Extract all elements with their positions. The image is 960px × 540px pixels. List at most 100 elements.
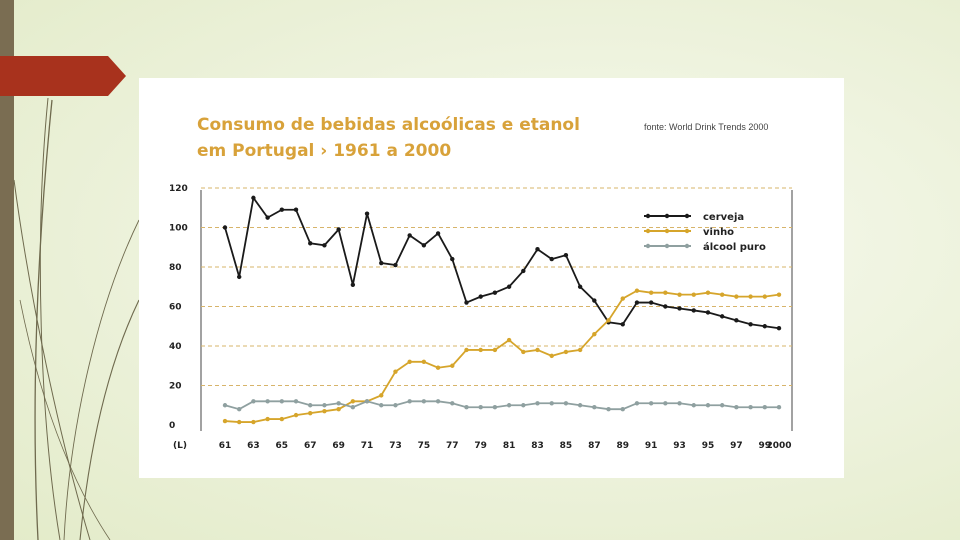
data-point-vinho [734, 294, 739, 299]
legend-marker-alcool [645, 243, 651, 249]
data-point-alcool [577, 403, 583, 408]
y-tick-label: 60 [169, 303, 182, 313]
data-point-cerveja [322, 243, 327, 248]
data-point-cerveja [407, 233, 412, 238]
legend-marker-alcool [664, 243, 670, 249]
data-point-cerveja [251, 195, 256, 201]
legend-marker-alcool [684, 243, 690, 249]
data-point-vinho [634, 288, 640, 293]
data-point-cerveja [677, 306, 682, 311]
data-point-cerveja [776, 326, 782, 331]
data-point-alcool [521, 403, 526, 408]
x-tick-label: 93 [673, 441, 686, 451]
data-point-cerveja [762, 324, 767, 329]
data-point-alcool [379, 403, 384, 408]
data-point-vinho [563, 349, 569, 355]
data-point-vinho [592, 331, 597, 337]
data-point-alcool [691, 403, 696, 408]
data-point-alcool [364, 399, 370, 404]
y-tick-label: 120 [169, 184, 188, 194]
data-point-vinho [421, 359, 427, 364]
data-point-vinho [691, 292, 696, 297]
data-point-vinho [506, 337, 512, 343]
data-point-alcool [506, 403, 512, 408]
data-point-cerveja [748, 322, 753, 327]
data-point-vinho [435, 365, 441, 370]
data-point-vinho [677, 292, 682, 297]
data-point-cerveja [237, 274, 242, 280]
x-tick-label: 83 [531, 441, 544, 451]
data-point-alcool [606, 407, 611, 412]
data-point-vinho [308, 410, 313, 416]
data-point-vinho [620, 296, 625, 301]
data-point-alcool [663, 401, 668, 406]
legend-marker-cerveja [684, 213, 690, 219]
data-point-vinho [535, 347, 540, 353]
data-point-vinho [663, 290, 668, 295]
data-point-cerveja [506, 284, 512, 289]
data-point-vinho [748, 294, 753, 299]
data-point-alcool [549, 401, 554, 406]
x-tick-label: 75 [418, 441, 431, 451]
grid-lines [201, 187, 792, 386]
legend-marker-vinho [645, 228, 651, 234]
data-point-vinho [450, 363, 455, 368]
data-point-alcool [421, 399, 427, 404]
y-tick-label: 40 [169, 342, 182, 352]
data-point-cerveja [364, 211, 370, 216]
data-point-vinho [336, 407, 341, 412]
data-point-cerveja [464, 300, 469, 305]
y-tick-label: 80 [169, 263, 182, 273]
data-point-cerveja [705, 310, 711, 315]
data-point-alcool [705, 403, 711, 408]
x-tick-label: 67 [304, 441, 317, 451]
data-point-cerveja [393, 262, 398, 268]
x-tick-label: 91 [645, 441, 658, 451]
data-point-cerveja [663, 304, 668, 309]
data-point-cerveja [265, 215, 270, 220]
data-point-vinho [549, 353, 554, 359]
data-point-alcool [308, 403, 313, 408]
data-point-cerveja [620, 322, 625, 327]
data-point-vinho [719, 292, 725, 297]
data-point-vinho [393, 369, 398, 374]
data-point-cerveja [648, 300, 654, 305]
data-point-vinho [521, 349, 526, 355]
series-line-alcool [224, 400, 779, 411]
data-point-cerveja [492, 290, 498, 295]
x-tick-label: 95 [702, 441, 715, 451]
x-tick-label: 65 [276, 441, 289, 451]
data-point-alcool [634, 401, 640, 406]
decorative-curves [13, 97, 140, 540]
y-axis-unit-label: (L) [173, 441, 187, 451]
data-point-vinho [222, 418, 228, 424]
legend-marker-cerveja [645, 213, 651, 219]
y-tick-labels: 0 20 40 60 80 100 120 [169, 184, 188, 431]
legend: cerveja vinho álcool puro [644, 212, 766, 253]
data-point-alcool [336, 401, 341, 406]
chart-source: fonte: World Drink Trends 2000 [644, 122, 768, 132]
data-point-cerveja [719, 314, 725, 319]
data-point-cerveja [350, 282, 356, 287]
data-point-vinho [379, 393, 384, 398]
x-tick-label: 71 [361, 441, 374, 451]
x-tick-label: 63 [247, 441, 260, 451]
data-point-cerveja [734, 318, 739, 323]
data-point-alcool [237, 407, 242, 412]
data-point-cerveja [293, 207, 299, 212]
data-point-alcool [734, 405, 739, 410]
data-point-vinho [478, 347, 483, 353]
x-tick-label: 97 [730, 441, 743, 451]
line-chart: Consumo de bebidas alcoólicas e etanol e… [169, 115, 793, 451]
series-layer [222, 195, 782, 425]
data-point-cerveja [577, 284, 583, 289]
data-point-alcool [719, 403, 725, 408]
data-point-vinho [762, 294, 767, 299]
series-line-cerveja [224, 195, 780, 330]
data-point-alcool [435, 399, 441, 404]
data-point-alcool [492, 405, 498, 410]
y-tick-label: 100 [169, 224, 188, 234]
data-point-vinho [492, 347, 498, 353]
data-point-cerveja [634, 300, 640, 305]
data-point-vinho [577, 347, 583, 353]
